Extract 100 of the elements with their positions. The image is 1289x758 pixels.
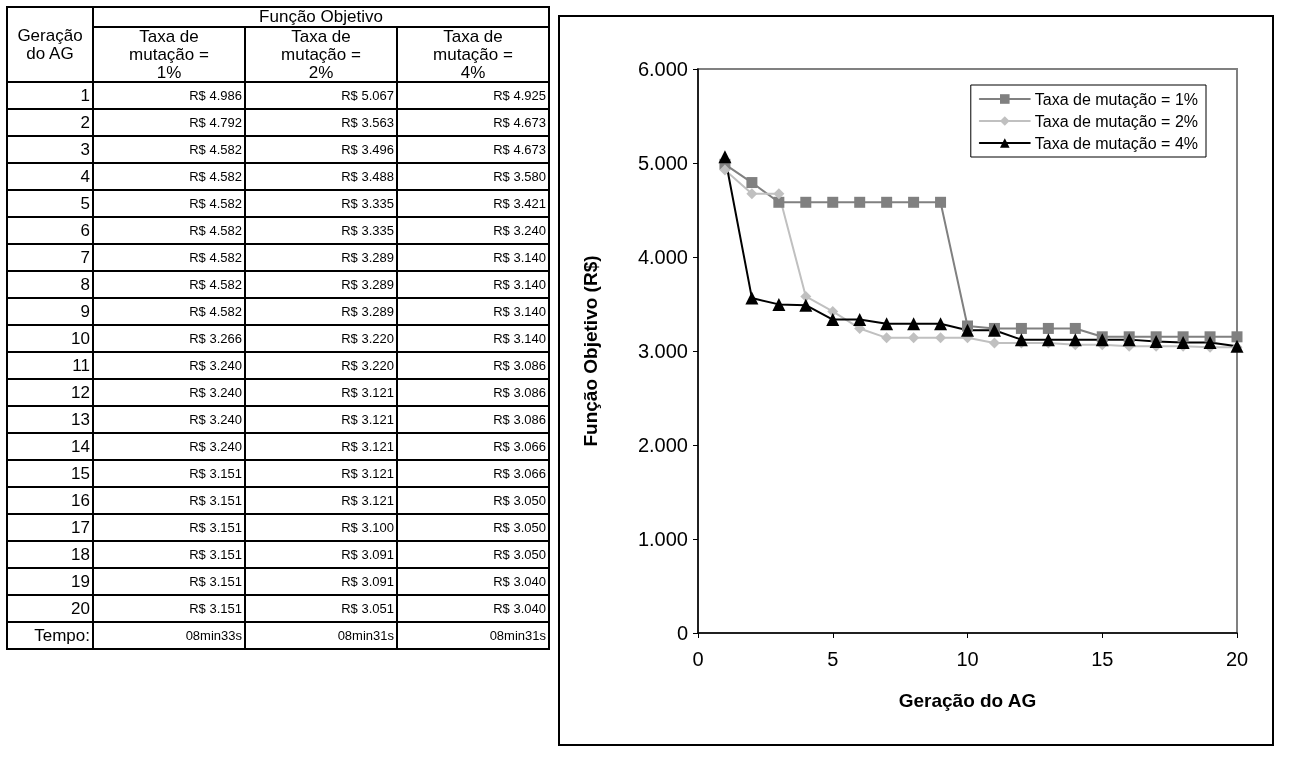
text: R$ 3.151 (189, 574, 242, 590)
text: R$ 3.121 (341, 493, 394, 509)
point (1068, 333, 1082, 347)
point (745, 291, 759, 305)
text: 08min31s (337, 628, 394, 644)
y-tick-label: 2.000 (637, 434, 688, 456)
text: R$ 3.240 (493, 223, 546, 239)
point (854, 196, 866, 208)
text: R$ 3.091 (341, 547, 394, 563)
text: R$ 4.582 (189, 277, 242, 293)
text: R$ 3.086 (493, 385, 546, 401)
y-tick-label: 20 (7, 595, 93, 623)
text: R$ 5.067 (341, 88, 394, 104)
text: R$ 3.140 (493, 304, 546, 320)
text: R$ 3.151 (189, 520, 242, 536)
text: R$ 4.582 (189, 250, 242, 266)
point (826, 313, 840, 327)
text: R$ 3.289 (341, 277, 394, 293)
text: R$ 3.121 (341, 412, 394, 428)
y-tick-label: 4 (7, 163, 93, 191)
point (1203, 335, 1217, 349)
y-tick-label: 5 (7, 190, 93, 218)
text: R$ 3.240 (189, 358, 242, 374)
point (908, 332, 920, 344)
point (853, 313, 867, 327)
point (935, 196, 947, 208)
point (800, 196, 812, 208)
x-tick-label: 5 (827, 648, 839, 670)
point (908, 196, 920, 208)
point (799, 298, 813, 312)
y-tick-label: 19 (7, 568, 93, 596)
text: R$ 3.151 (189, 547, 242, 563)
text: R$ 3.421 (493, 196, 546, 212)
text: R$ 3.040 (493, 574, 546, 590)
x-tick-label: 15 (1091, 648, 1114, 670)
y-tick-label: 10 (7, 325, 93, 353)
point (773, 188, 785, 200)
point (772, 297, 786, 311)
text: R$ 4.925 (493, 88, 546, 104)
text: R$ 3.050 (493, 493, 546, 509)
point (718, 150, 732, 164)
text: R$ 3.140 (493, 331, 546, 347)
text: R$ 3.488 (341, 169, 394, 185)
text: R$ 3.051 (341, 601, 394, 617)
text: R$ 3.220 (341, 331, 394, 347)
text: R$ 3.040 (493, 601, 546, 617)
text: R$ 4.582 (189, 196, 242, 212)
legend-label: Taxa de mutação = 4% (1034, 134, 1199, 152)
text: R$ 3.240 (189, 385, 242, 401)
point (1014, 333, 1028, 347)
text: R$ 3.563 (341, 115, 394, 131)
point (881, 196, 893, 208)
y-tick-label: 6.000 (637, 58, 688, 80)
text: R$ 3.580 (493, 169, 546, 185)
point (827, 305, 839, 317)
chart-title: Função Objetivo (93, 7, 549, 27)
text: R$ 3.100 (341, 520, 394, 536)
y-tick-label: 6 (7, 217, 93, 245)
text: R$ 3.066 (493, 439, 546, 455)
text: R$ 3.086 (493, 358, 546, 374)
y-tick-label: 3 (7, 136, 93, 164)
y-tick-label: 9 (7, 298, 93, 326)
point (1041, 333, 1055, 347)
point (1231, 331, 1243, 343)
y-tick-label: 1 (7, 82, 93, 110)
x-tick-label: Taxa de mutação = 2% (280, 26, 362, 82)
y-tick-label: 12 (7, 379, 93, 407)
text: R$ 3.496 (341, 142, 394, 158)
text: R$ 4.582 (189, 304, 242, 320)
text: R$ 4.673 (493, 142, 546, 158)
point (880, 317, 894, 331)
point (827, 196, 839, 208)
text: R$ 3.140 (493, 250, 546, 266)
text: R$ 3.289 (341, 250, 394, 266)
y-axis-title: Geração do AG (17, 25, 83, 63)
text: R$ 3.140 (493, 277, 546, 293)
text: R$ 3.335 (341, 223, 394, 239)
text: R$ 4.582 (189, 169, 242, 185)
point (1069, 322, 1081, 334)
y-tick-label: 16 (7, 487, 93, 515)
point (773, 196, 785, 208)
y-tick-label: 3.000 (637, 340, 688, 362)
point (907, 317, 921, 331)
text: R$ 3.050 (493, 520, 546, 536)
y-tick-label: 4.000 (637, 246, 688, 268)
point (881, 332, 893, 344)
text: R$ 4.792 (189, 115, 242, 131)
point (1015, 322, 1027, 334)
text: R$ 3.050 (493, 547, 546, 563)
point (934, 317, 948, 331)
point (988, 337, 1000, 349)
y-tick-label: 1.000 (637, 528, 688, 550)
y-tick-label: 14 (7, 433, 93, 461)
text: R$ 3.091 (341, 574, 394, 590)
text: R$ 4.582 (189, 142, 242, 158)
text: 08min31s (489, 628, 546, 644)
y-tick-label: 5.000 (637, 152, 688, 174)
text: R$ 3.121 (341, 385, 394, 401)
text: R$ 3.121 (341, 439, 394, 455)
text: R$ 4.986 (189, 88, 242, 104)
